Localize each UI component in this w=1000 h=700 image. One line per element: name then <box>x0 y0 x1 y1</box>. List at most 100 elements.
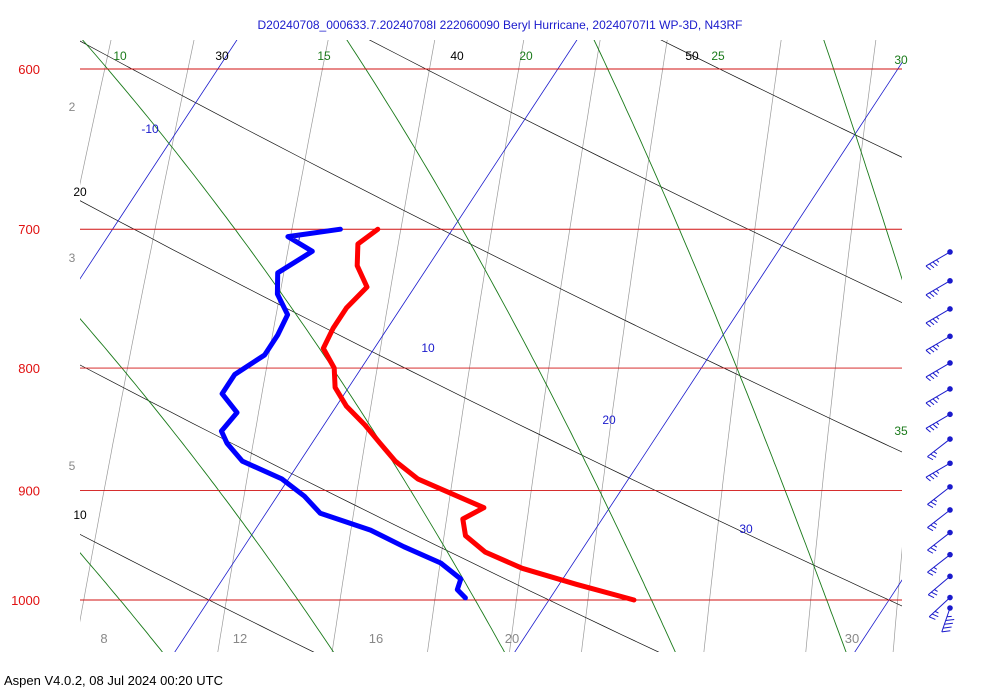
wind-barb-feather <box>927 549 934 554</box>
wind-barb-feather <box>927 527 934 532</box>
wind-barb-feather <box>944 622 953 625</box>
wind-barb <box>925 411 953 433</box>
wind-barb-feather <box>929 616 936 620</box>
temperature-tick-label: 8 <box>100 631 107 646</box>
mixing-ratio-line <box>581 40 668 652</box>
mixing-ratio-line <box>703 40 782 652</box>
wind-barb-feather <box>931 591 938 596</box>
wind-barb-feather <box>928 594 935 599</box>
mixing-ratio-label: 5 <box>69 459 76 473</box>
wind-barb-half-feather <box>933 451 938 455</box>
wind-barb <box>925 249 953 271</box>
pressure-label: 1000 <box>11 593 40 608</box>
isotherm-label: 30 <box>739 522 753 536</box>
wind-barbs <box>925 249 955 633</box>
wind-barb-feather <box>931 613 939 618</box>
wind-barb-feather <box>927 571 934 576</box>
mixing-ratio-line <box>0 0 30 661</box>
wind-barb-half-feather <box>936 396 940 400</box>
isobar-lines <box>80 68 902 601</box>
wind-barb-feather <box>925 376 931 382</box>
wind-barb-staff <box>925 251 951 267</box>
wind-barb-half-feather <box>933 544 938 548</box>
dry-adiabat-line <box>80 364 660 652</box>
moist-adiabat-line <box>80 318 334 652</box>
wind-barb-half-feather <box>933 566 938 570</box>
wind-barb-feather <box>929 292 935 298</box>
wind-barb-staff <box>927 438 951 458</box>
theta-label: 50 <box>685 49 699 63</box>
theta-label: 10 <box>73 508 87 522</box>
wind-barb <box>925 306 953 328</box>
wind-barb-feather <box>925 402 931 408</box>
dry-adiabat-line <box>80 533 315 652</box>
wind-barb <box>927 529 953 554</box>
wind-barb-staff <box>927 554 951 573</box>
moist-adiabat-label: 30 <box>894 53 908 67</box>
wind-barb-feather <box>932 372 938 378</box>
mixing-ratio-line <box>509 40 601 652</box>
temperature-tick-label: 30 <box>845 631 859 646</box>
wind-barb-feather <box>945 618 955 622</box>
theta-label: 40 <box>450 49 464 63</box>
wind-barb-staff <box>925 413 951 429</box>
isotherm-label: 20 <box>602 413 616 427</box>
wind-barb-staff <box>925 308 951 324</box>
wind-barb-feather <box>932 318 938 324</box>
moist-adiabat-line <box>823 40 902 281</box>
wind-barb-half-feather <box>936 288 940 292</box>
moist-adiabat-label: 15 <box>317 49 331 63</box>
wind-barb-half-feather <box>936 421 940 425</box>
wind-barb-feather <box>925 322 931 328</box>
isotherm-line <box>854 579 902 652</box>
wind-barb-feather <box>932 261 938 267</box>
dewpoint-line <box>218 226 468 601</box>
wind-barb-feather <box>930 524 937 529</box>
wind-barb-feather <box>929 320 935 326</box>
moist-adiabat-line <box>346 40 676 652</box>
isotherm-line <box>174 40 578 652</box>
dry-adiabat-line <box>660 40 902 158</box>
wind-barb-feather <box>930 547 937 552</box>
moist-adiabat-label: 20 <box>519 49 533 63</box>
theta-label: 20 <box>73 185 87 199</box>
wind-barb <box>927 573 953 599</box>
moist-adiabat-label: 35 <box>894 424 908 438</box>
wind-barb-feather <box>930 453 937 458</box>
isotherm-line <box>80 40 238 280</box>
mixing-ratio-line <box>969 0 1000 661</box>
wind-barb <box>941 605 955 633</box>
dry-adiabat-line <box>787 0 1000 661</box>
wind-barb <box>925 460 953 482</box>
mixing-ratio-lines <box>0 0 1000 661</box>
wind-barb <box>927 551 953 576</box>
wind-barb-feather <box>927 456 934 461</box>
moist-adiabat-line <box>80 552 163 652</box>
moist-adiabat-label: 10 <box>113 49 127 63</box>
isotherm-label: 10 <box>421 341 435 355</box>
dry-adiabat-line <box>80 200 902 607</box>
wind-barb <box>928 594 953 620</box>
moist-adiabat-line <box>593 40 847 652</box>
wind-barb-half-feather <box>936 259 940 263</box>
moist-adiabat-lines <box>80 40 902 652</box>
wind-barb <box>925 333 953 355</box>
wind-barb-feather <box>932 290 938 295</box>
wind-barb <box>927 484 953 508</box>
mixing-ratio-label: 3 <box>69 251 76 265</box>
wind-barb-half-feather <box>933 499 938 502</box>
wind-barb <box>927 436 953 461</box>
wind-barb-feather <box>925 294 931 300</box>
moist-adiabat-label: 25 <box>711 49 725 63</box>
temperature-tick-label: 16 <box>369 631 383 646</box>
wind-barb-feather <box>929 374 935 380</box>
wind-barb-feather <box>929 400 935 406</box>
temperature-tick-label: 20 <box>505 631 519 646</box>
pressure-label: 900 <box>18 483 40 498</box>
wind-barb-staff <box>927 486 951 505</box>
wind-barb-feather <box>930 569 937 574</box>
wind-barb-half-feather <box>934 610 939 614</box>
wind-barb <box>925 278 953 300</box>
chart-title: D20240708_000633.7.20240708I 222060090 B… <box>257 18 743 32</box>
wind-barb-staff <box>927 575 951 596</box>
